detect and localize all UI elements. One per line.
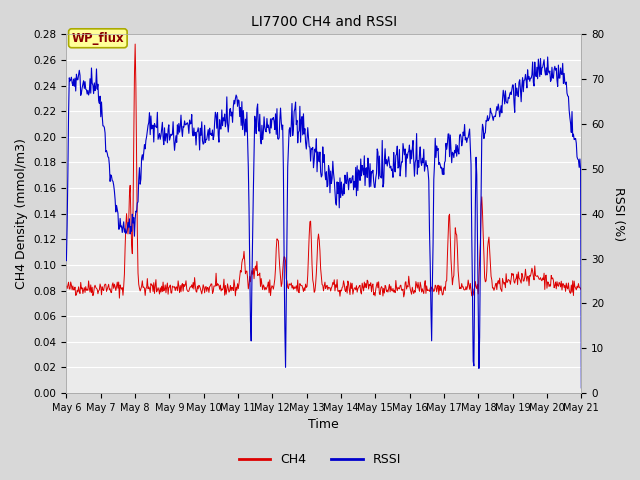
Title: LI7700 CH4 and RSSI: LI7700 CH4 and RSSI bbox=[251, 15, 397, 29]
Y-axis label: RSSI (%): RSSI (%) bbox=[612, 187, 625, 241]
Y-axis label: CH4 Density (mmol/m3): CH4 Density (mmol/m3) bbox=[15, 138, 28, 289]
Legend: CH4, RSSI: CH4, RSSI bbox=[234, 448, 406, 471]
X-axis label: Time: Time bbox=[308, 419, 339, 432]
Text: WP_flux: WP_flux bbox=[72, 32, 124, 45]
